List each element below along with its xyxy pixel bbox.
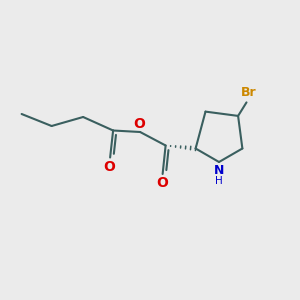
- Text: N: N: [214, 164, 224, 177]
- Text: O: O: [134, 117, 146, 130]
- Text: Br: Br: [241, 86, 257, 99]
- Text: O: O: [156, 176, 168, 190]
- Text: H: H: [215, 176, 223, 186]
- Text: O: O: [103, 160, 116, 173]
